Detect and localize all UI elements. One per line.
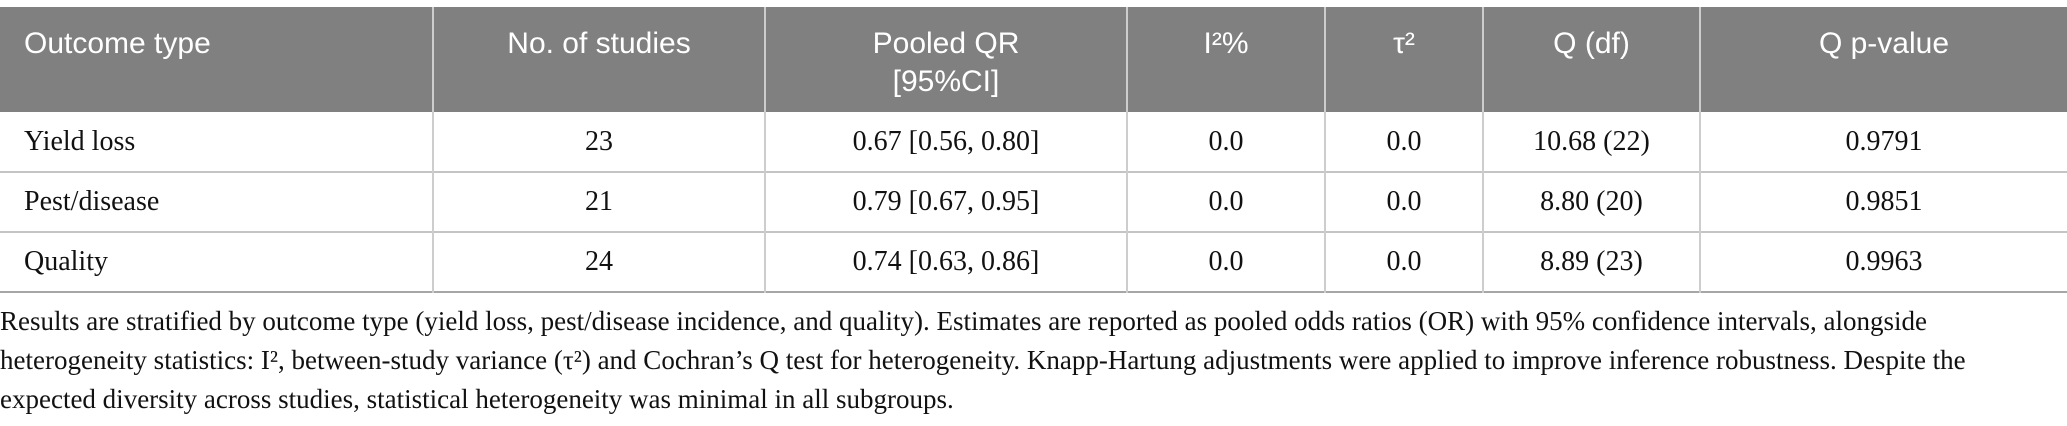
cell-outcome-type: Quality bbox=[0, 231, 433, 292]
table-footnote: Results are stratified by outcome type (… bbox=[0, 306, 1966, 414]
cell-i-squared: 0.0 bbox=[1126, 171, 1325, 232]
cell-tau-squared: 0.0 bbox=[1324, 231, 1483, 292]
cell-pooled-qr: 0.67 [0.56, 0.80] bbox=[764, 112, 1127, 172]
cell-no-of-studies: 23 bbox=[432, 112, 765, 172]
table-row-quality: Quality 24 0.74 [0.63, 0.86] 0.0 0.0 8.8… bbox=[0, 231, 2067, 292]
table-row-pest-disease: Pest/disease 21 0.79 [0.67, 0.95] 0.0 0.… bbox=[0, 171, 2067, 232]
header-q-df: Q (df) bbox=[1482, 7, 1700, 112]
header-no-of-studies: No. of studies bbox=[432, 7, 765, 112]
cell-q-p-value: 0.9791 bbox=[1699, 112, 2067, 172]
table-header-row: Outcome type No. of studies Pooled QR [9… bbox=[0, 7, 2067, 112]
cell-tau-squared: 0.0 bbox=[1324, 171, 1483, 232]
header-q-p-value: Q p-value bbox=[1699, 7, 2067, 112]
table-row-yield-loss: Yield loss 23 0.67 [0.56, 0.80] 0.0 0.0 … bbox=[0, 112, 2067, 172]
cell-outcome-type: Yield loss bbox=[24, 125, 136, 157]
header-pooled-qr-95ci: Pooled QR [95%CI] bbox=[764, 7, 1127, 112]
cell-i-squared: 0.0 bbox=[1126, 112, 1325, 172]
meta-analysis-results-table: Outcome type No. of studies Pooled QR [9… bbox=[0, 7, 2067, 293]
cell-q-p-value: 0.9963 bbox=[1699, 231, 2067, 292]
cell-q-df: 8.89 (23) bbox=[1482, 231, 1700, 292]
cell-q-df: 10.68 (22) bbox=[1482, 112, 1700, 172]
header-tau-squared: τ² bbox=[1324, 7, 1483, 112]
cell-q-p-value: 0.9851 bbox=[1699, 171, 2067, 232]
cell-no-of-studies: 21 bbox=[432, 171, 765, 232]
cell-pooled-qr: 0.74 [0.63, 0.86] bbox=[764, 231, 1127, 292]
cell-outcome-type: Pest/disease bbox=[0, 171, 433, 232]
header-i-squared-percent: I²% bbox=[1126, 7, 1325, 112]
cell-no-of-studies: 24 bbox=[432, 231, 765, 292]
cell-pooled-qr: 0.79 [0.67, 0.95] bbox=[764, 171, 1127, 232]
cell-q-df: 8.80 (20) bbox=[1482, 171, 1700, 232]
cell-i-squared: 0.0 bbox=[1126, 231, 1325, 292]
cell-tau-squared: 0.0 bbox=[1324, 112, 1483, 172]
header-outcome-type: Outcome type bbox=[0, 7, 433, 112]
